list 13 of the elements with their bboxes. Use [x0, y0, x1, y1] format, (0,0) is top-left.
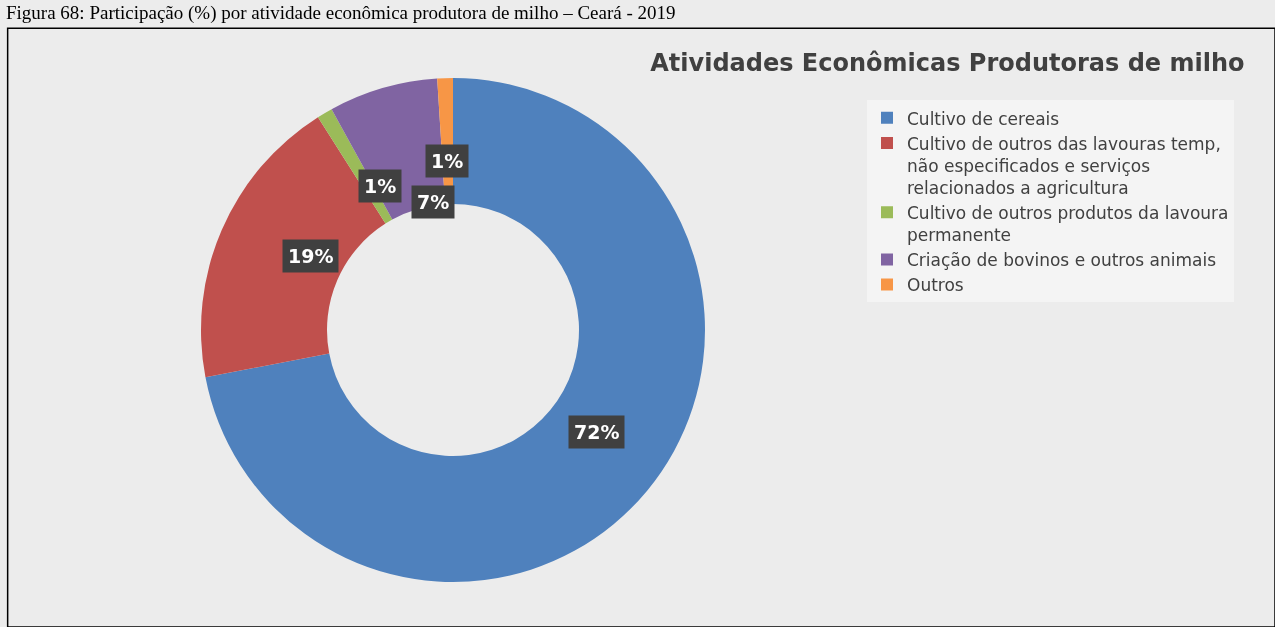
legend-label: Cultivo de outros produtos da lavoura permanente: [907, 202, 1229, 245]
data-label: 72%: [574, 421, 620, 443]
data-label: 1%: [431, 150, 464, 172]
legend-label: Cultivo de outros das lavouras temp, não especificados e serviços relacionados a agricultura: [907, 133, 1221, 198]
legend-label: Criação de bovinos e outros animais: [907, 250, 1217, 271]
legend-label: Cultivo de cereais: [907, 108, 1060, 129]
legend-label: Outros: [907, 275, 964, 296]
text: Figura 68: Participação (%) por atividade econômica produtora de milho – Ceará - 2019: [6, 2, 676, 24]
data-label: 7%: [417, 191, 450, 213]
chart-title: Atividades Econômicas Produtoras de milho: [650, 49, 1245, 78]
data-label: 1%: [364, 175, 397, 197]
data-label: 19%: [288, 245, 334, 267]
donut-slice: [205, 78, 705, 582]
